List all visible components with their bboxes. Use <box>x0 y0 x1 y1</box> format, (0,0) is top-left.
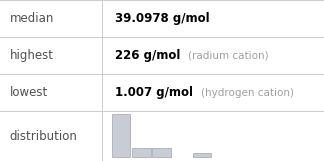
Text: highest: highest <box>10 49 54 62</box>
Bar <box>132 148 151 157</box>
Bar <box>192 153 211 157</box>
Text: 226 g/mol: 226 g/mol <box>115 49 180 62</box>
Text: (hydrogen cation): (hydrogen cation) <box>201 88 294 98</box>
Bar <box>112 114 131 157</box>
Text: lowest: lowest <box>10 86 48 99</box>
Text: distribution: distribution <box>10 129 77 142</box>
Text: 1.007 g/mol: 1.007 g/mol <box>115 86 193 99</box>
Text: (radium cation): (radium cation) <box>189 51 269 61</box>
Bar <box>152 148 171 157</box>
Text: median: median <box>10 12 54 25</box>
Text: 39.0978 g/mol: 39.0978 g/mol <box>115 12 210 25</box>
